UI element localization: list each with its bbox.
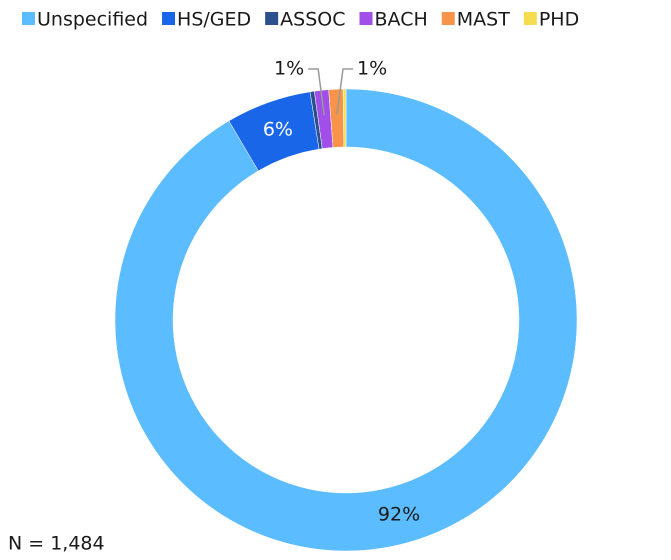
legend-swatch [265, 12, 279, 25]
value-label: 1% [274, 58, 304, 80]
legend-label: MAST [457, 9, 510, 31]
legend-swatch [523, 12, 537, 25]
leader-line [336, 68, 353, 115]
legend-label: Unspecified [37, 9, 148, 31]
legend-swatch [359, 12, 373, 25]
legend-label: BACH [375, 9, 428, 31]
legend-swatch [22, 12, 35, 25]
legend-swatch [441, 12, 455, 25]
value-label: 92% [378, 503, 420, 525]
donut-slice [342, 88, 347, 148]
legend-swatch [162, 12, 176, 25]
leader-line [308, 68, 325, 116]
footnote: N = 1,484 [8, 533, 105, 555]
legend-label: PHD [539, 9, 579, 31]
donut-slice [114, 88, 578, 552]
legend-label: ASSOC [280, 9, 345, 31]
value-label: 1% [357, 58, 387, 80]
legend-label: HS/GED [177, 9, 251, 31]
value-label: 6% [263, 118, 293, 140]
